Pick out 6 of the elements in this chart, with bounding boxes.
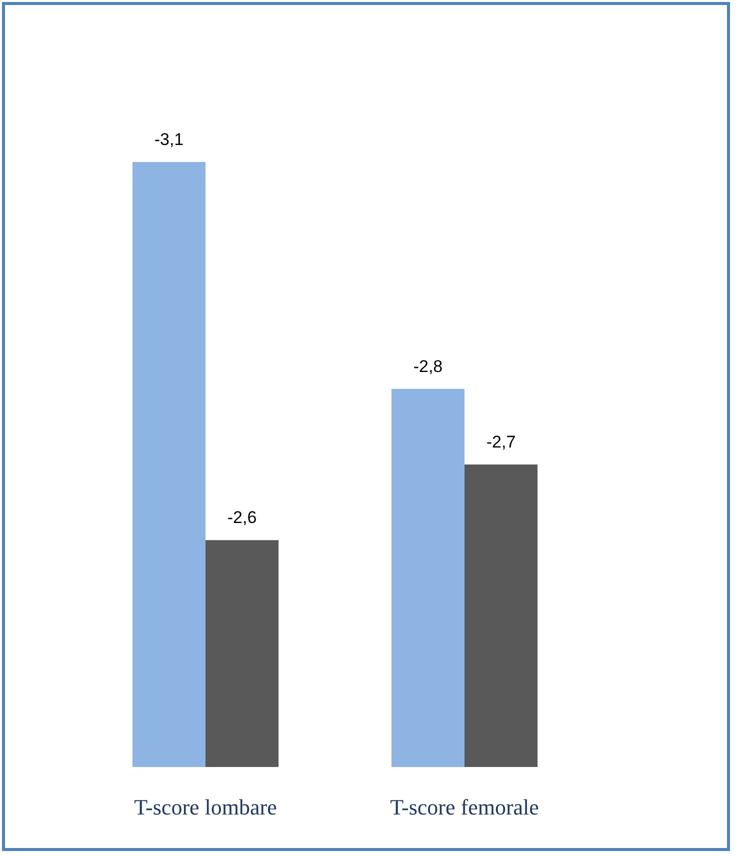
data-label: -2,8	[413, 356, 443, 376]
data-label: -2,7	[486, 432, 516, 452]
x-tick-label: T-score lombare	[134, 794, 277, 820]
data-label: -2,6	[227, 508, 257, 528]
x-tick-label: T-score femorale	[390, 794, 539, 820]
data-label: -3,1	[154, 130, 184, 149]
